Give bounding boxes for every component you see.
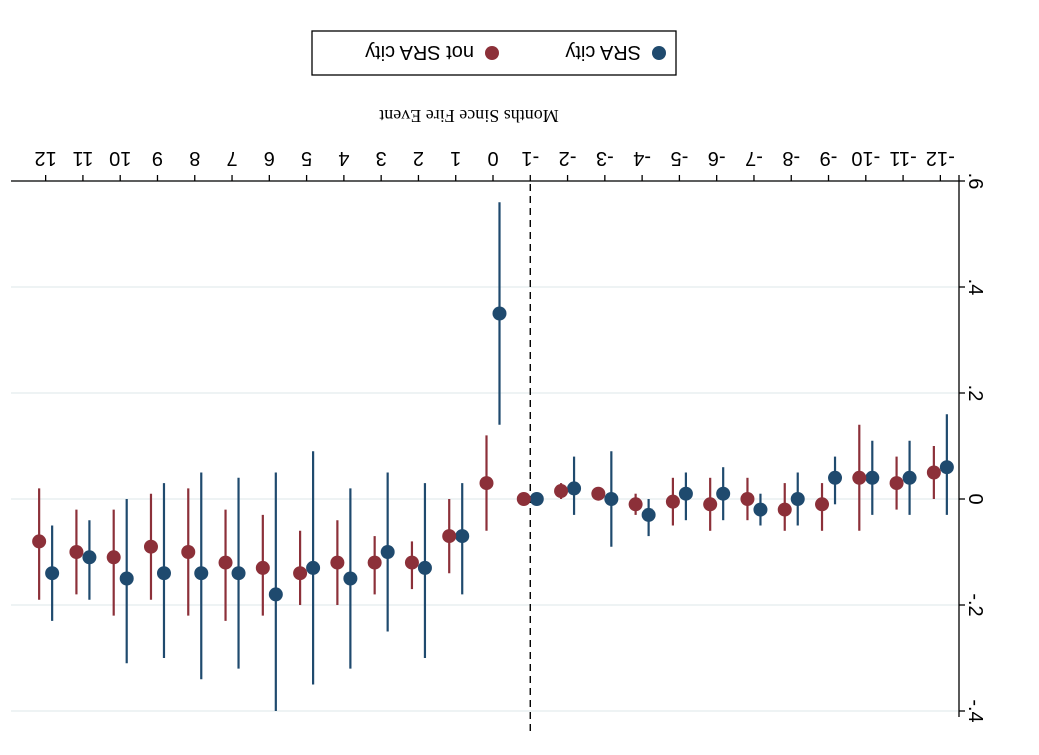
data-point [181, 545, 196, 559]
x-tick-label: 11 [73, 147, 94, 169]
x-tick-label: 10 [109, 147, 131, 169]
data-point [343, 571, 358, 586]
legend-label: not SRA city [365, 41, 474, 63]
x-tick-label: -6 [708, 147, 726, 169]
x-tick-label: 1 [450, 147, 461, 169]
data-point [194, 566, 209, 581]
data-point [143, 539, 158, 554]
data-point [828, 470, 843, 485]
data-point [106, 550, 121, 565]
data-point [591, 486, 606, 501]
data-point [330, 555, 345, 570]
data-point [902, 470, 917, 485]
legend-marker [485, 46, 499, 60]
data-point [516, 492, 531, 506]
data-point [417, 560, 432, 575]
axes: -.4-.20.2.4.6-12-11-10-9-8-7-6-5-4-3-2-1… [11, 106, 986, 723]
x-tick-label: 3 [376, 147, 387, 169]
data-point [479, 476, 494, 491]
data-point [45, 566, 60, 581]
data-point [665, 494, 680, 509]
data-point [815, 497, 830, 512]
x-tick-label: 9 [152, 147, 163, 169]
x-tick-label: 0 [487, 147, 498, 169]
x-tick-label: 4 [338, 147, 349, 169]
x-tick-label: 8 [189, 147, 200, 169]
data-point [567, 481, 582, 496]
data-point [367, 555, 382, 570]
data-point [554, 484, 569, 499]
x-tick-label: -4 [633, 147, 651, 169]
data-point [442, 529, 457, 544]
data-point [716, 486, 731, 501]
data-point [529, 492, 544, 506]
y-tick-label: .4 [964, 279, 986, 296]
data-point [852, 470, 867, 485]
data-point [82, 550, 97, 565]
x-tick-label: -2 [559, 147, 577, 169]
legend-label: SRA city [565, 41, 641, 63]
data-point [380, 545, 395, 559]
x-tick-label: -10 [851, 147, 880, 169]
data-point [268, 587, 283, 602]
legend-marker [652, 46, 666, 60]
data-point [404, 555, 419, 570]
data-point [218, 555, 233, 570]
data-point [455, 529, 470, 544]
data-point [604, 492, 619, 506]
x-tick-label: -8 [782, 147, 800, 169]
data-point [32, 534, 47, 549]
data-point [939, 460, 954, 475]
x-tick-label: 5 [301, 147, 312, 169]
gridlines [11, 180, 959, 712]
x-tick-label: -3 [596, 147, 614, 169]
y-tick-label: 0 [964, 493, 986, 504]
data-point [492, 306, 507, 321]
data-point [926, 465, 941, 480]
data-point [231, 566, 246, 581]
x-tick-label: -11 [889, 147, 916, 169]
x-tick-label: 6 [264, 147, 275, 169]
data-point [641, 507, 656, 522]
data-point [865, 470, 880, 485]
x-axis-title: Months Since Fire Event [379, 106, 558, 126]
x-tick-label: -1 [521, 147, 539, 169]
x-tick-label: -5 [671, 147, 689, 169]
data-point [293, 566, 308, 581]
data-point [703, 497, 718, 512]
y-tick-label: .2 [964, 385, 986, 402]
data-point [777, 502, 792, 517]
y-tick-label: -.2 [964, 593, 986, 616]
legend: SRA city not SRA city [311, 30, 677, 76]
data-point [119, 571, 134, 586]
x-tick-label: 7 [226, 147, 237, 169]
x-tick-label: -7 [745, 147, 763, 169]
y-tick-label: .6 [964, 173, 986, 190]
x-tick-label: -9 [820, 147, 838, 169]
data-series [32, 202, 954, 711]
data-point [678, 486, 693, 501]
x-tick-label: 2 [413, 147, 424, 169]
data-point [306, 560, 321, 575]
data-point [740, 492, 755, 506]
x-tick-label: -12 [926, 147, 955, 169]
data-point [156, 566, 171, 581]
data-point [790, 492, 805, 506]
x-tick-label: 12 [35, 147, 57, 169]
data-point [255, 560, 270, 575]
data-point [69, 545, 84, 559]
data-point [889, 476, 904, 491]
data-point [628, 497, 643, 512]
data-point [753, 502, 768, 517]
y-tick-label: -.4 [964, 699, 986, 722]
